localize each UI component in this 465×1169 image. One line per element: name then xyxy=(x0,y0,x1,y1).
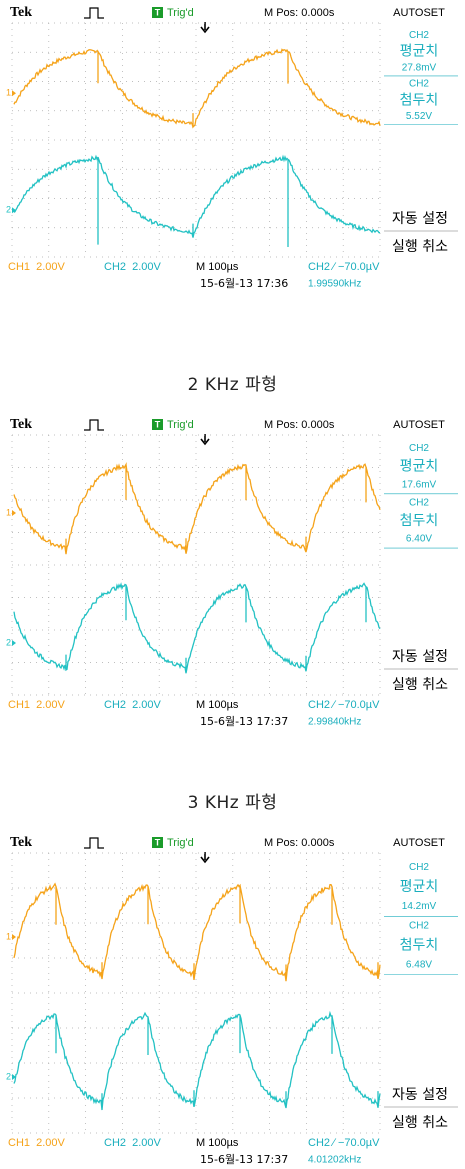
channel-marker: 1 xyxy=(6,88,11,98)
channel-marker: 1 xyxy=(6,931,11,941)
ch1-trace xyxy=(14,50,380,128)
position: M Pos: 0.000s xyxy=(264,419,335,431)
channel-marker: 2 xyxy=(6,637,11,647)
ch2-scale: CH2 2.00V xyxy=(104,699,162,711)
menu-mean-label: 평균치 xyxy=(400,459,439,475)
menu-autoset: 자동 설정 xyxy=(392,1087,448,1103)
ch1-trace xyxy=(14,884,380,981)
timebase: M 100µs xyxy=(196,1137,239,1149)
page-body: {"panels": [ {"top_bar": {"brand": "Tek"… xyxy=(0,0,465,1169)
menu-peak-channel: CH2 xyxy=(409,921,429,932)
channel-marker-arrow xyxy=(12,510,16,516)
caption: 2 KHz 파형 xyxy=(0,370,465,395)
ch1-scale: CH1 2.00V xyxy=(8,261,66,273)
menu-mean-channel: CH2 xyxy=(409,862,429,873)
menu-peak-label: 첨두치 xyxy=(400,92,439,108)
menu-mean-label: 평균치 xyxy=(400,43,439,59)
scope-screen: Tek T Trig'd M Pos: 0.000s AUTOSET 1 2 CH2 평균치 14… xyxy=(6,833,460,1167)
trigger-icon: T xyxy=(155,419,161,429)
scope-screen: Tek T Trig'd M Pos: 0.000s AUTOSET 1 2 CH2 평균치 17… xyxy=(6,415,460,729)
ch1-scale: CH1 2.00V xyxy=(8,699,66,711)
scope-display: Tek T Trig'd M Pos: 0.000s AUTOSET 1 2 CH2 평균치 14… xyxy=(6,833,460,1167)
trigger-marker xyxy=(201,852,209,862)
menu-peak-label: 첨두치 xyxy=(400,938,439,954)
caption: 3 KHz 파형 xyxy=(0,788,465,813)
trigger-status: Trig'd xyxy=(167,837,194,849)
menu-undo: 실행 취소 xyxy=(392,1115,448,1131)
menu-peak-value: 6.48V xyxy=(406,960,432,971)
menu-autoset: 자동 설정 xyxy=(392,649,448,665)
trigger-marker xyxy=(201,434,209,444)
scope-display: Tek T Trig'd M Pos: 0.000s AUTOSET 1 2 CH2 평균치 27… xyxy=(6,3,460,291)
brand: Tek xyxy=(10,417,32,432)
ch1-scale: CH1 2.00V xyxy=(8,1137,66,1149)
menu-peak-channel: CH2 xyxy=(409,79,429,90)
autoset: AUTOSET xyxy=(393,7,445,19)
trigger-level: CH2 ∕ −70.0µV xyxy=(308,699,380,711)
timestamp: 15-6월-13 17:36 xyxy=(200,277,288,290)
trigger-level: CH2 ∕ −70.0µV xyxy=(308,261,380,273)
ch2-trace xyxy=(14,157,380,248)
scope-display: Tek T Trig'd M Pos: 0.000s AUTOSET 1 2 CH2 평균치 17… xyxy=(6,415,460,729)
menu-undo: 실행 취소 xyxy=(392,677,448,693)
trigger-marker xyxy=(201,22,209,32)
ch2-trace xyxy=(14,1013,380,1110)
channel-marker: 1 xyxy=(6,507,11,517)
pulse-icon xyxy=(84,838,104,848)
channel-marker: 2 xyxy=(6,1071,11,1081)
pulse-icon xyxy=(84,420,104,430)
timebase: M 100µs xyxy=(196,699,239,711)
autoset: AUTOSET xyxy=(393,837,445,849)
menu-autoset: 자동 설정 xyxy=(392,211,448,227)
menu-mean-label: 평균치 xyxy=(400,879,439,895)
ch2-scale: CH2 2.00V xyxy=(104,261,162,273)
position: M Pos: 0.000s xyxy=(264,7,335,19)
channel-marker: 2 xyxy=(6,205,11,215)
page: Oscilloscope waveforms html, body { marg… xyxy=(0,0,465,1169)
timestamp: 15-6월-13 17:37 xyxy=(200,1153,288,1166)
trigger-level: CH2 ∕ −70.0µV xyxy=(308,1137,380,1149)
trigger-status: Trig'd xyxy=(167,419,194,431)
channel-marker-arrow xyxy=(12,640,16,646)
frequency: 4.01202kHz xyxy=(308,1155,361,1166)
menu-mean-value: 17.6mV xyxy=(402,479,437,490)
ch2-scale: CH2 2.00V xyxy=(104,1137,162,1149)
menu-peak-value: 6.40V xyxy=(406,534,432,545)
ch1-trace xyxy=(14,464,380,554)
trigger-status: Trig'd xyxy=(167,7,194,19)
menu-peak-value: 5.52V xyxy=(406,111,432,122)
menu-mean-channel: CH2 xyxy=(409,30,429,41)
scope-screen: Tek T Trig'd M Pos: 0.000s AUTOSET 1 2 CH2 평균치 27… xyxy=(6,3,460,291)
timestamp: 15-6월-13 17:37 xyxy=(200,715,288,728)
frequency: 2.99840kHz xyxy=(308,717,361,728)
channel-marker-arrow xyxy=(12,934,16,940)
brand: Tek xyxy=(10,835,32,850)
menu-peak-channel: CH2 xyxy=(409,497,429,508)
autoset: AUTOSET xyxy=(393,419,445,431)
trigger-icon: T xyxy=(155,7,161,17)
menu-mean-value: 27.8mV xyxy=(402,62,437,73)
frequency: 1.99590kHz xyxy=(308,279,361,290)
channel-marker-arrow xyxy=(12,90,16,96)
trigger-icon: T xyxy=(155,837,161,847)
menu-peak-label: 첨두치 xyxy=(400,513,439,529)
pulse-icon xyxy=(84,8,104,18)
menu-mean-channel: CH2 xyxy=(409,443,429,454)
position: M Pos: 0.000s xyxy=(264,837,335,849)
ch2-trace xyxy=(14,583,380,673)
timebase: M 100µs xyxy=(196,261,239,273)
menu-undo: 실행 취소 xyxy=(392,239,448,255)
brand: Tek xyxy=(10,5,32,20)
menu-mean-value: 14.2mV xyxy=(402,901,437,912)
